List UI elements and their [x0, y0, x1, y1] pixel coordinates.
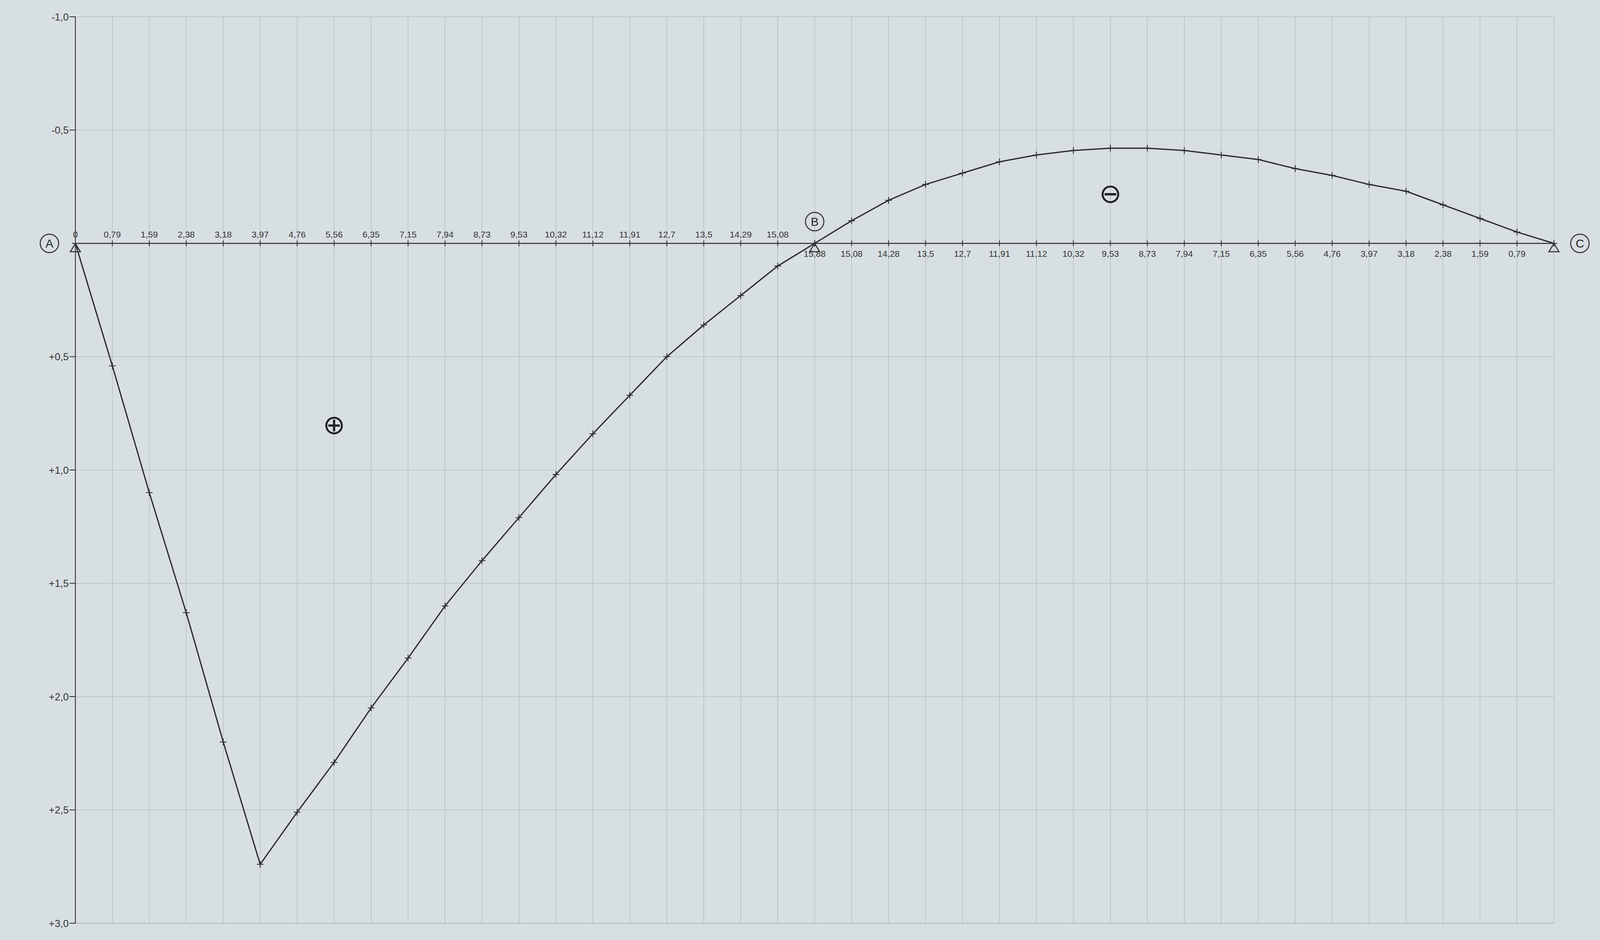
svg-text:6,35: 6,35 — [362, 229, 380, 240]
svg-text:⊕: ⊕ — [322, 409, 346, 441]
svg-text:5,56: 5,56 — [325, 229, 343, 240]
svg-text:8,73: 8,73 — [1138, 248, 1157, 259]
svg-text:9,53: 9,53 — [510, 229, 528, 240]
svg-text:0,79: 0,79 — [103, 229, 122, 240]
svg-text:10,32: 10,32 — [1062, 248, 1085, 259]
svg-text:0,79: 0,79 — [1508, 248, 1526, 259]
svg-text:⊖: ⊖ — [1099, 177, 1122, 209]
svg-text:15,88: 15,88 — [803, 248, 826, 259]
svg-text:15,08: 15,08 — [840, 248, 863, 259]
svg-text:3,18: 3,18 — [1397, 248, 1415, 259]
svg-text:7,94: 7,94 — [436, 229, 454, 240]
svg-text:+2,5: +2,5 — [48, 803, 69, 816]
svg-text:15,08: 15,08 — [766, 229, 789, 240]
svg-text:2,38: 2,38 — [1434, 248, 1452, 259]
svg-text:13,5: 13,5 — [917, 248, 935, 259]
svg-text:12,7: 12,7 — [658, 229, 676, 240]
svg-text:+3,0: +3,0 — [48, 917, 69, 929]
svg-text:10,32: 10,32 — [544, 229, 567, 240]
svg-text:6,35: 6,35 — [1249, 248, 1267, 259]
svg-text:14,28: 14,28 — [877, 248, 900, 259]
svg-text:B: B — [810, 215, 819, 229]
svg-text:+1,5: +1,5 — [48, 577, 69, 589]
svg-text:11,12: 11,12 — [1025, 248, 1048, 259]
svg-text:9,53: 9,53 — [1101, 248, 1119, 259]
svg-text:11,91: 11,91 — [988, 248, 1010, 259]
svg-text:+0,5: +0,5 — [48, 350, 69, 363]
svg-text:4,76: 4,76 — [288, 229, 306, 240]
svg-text:14,29: 14,29 — [729, 229, 753, 240]
svg-text:1,59: 1,59 — [1471, 248, 1489, 259]
svg-text:3,97: 3,97 — [1360, 248, 1378, 259]
svg-text:A: A — [45, 237, 54, 250]
svg-text:7,94: 7,94 — [1175, 248, 1193, 259]
svg-text:+2,0: +2,0 — [48, 690, 69, 703]
svg-text:+1,0: +1,0 — [48, 464, 69, 476]
svg-text:C: C — [1575, 237, 1585, 250]
svg-text:-1,0: -1,0 — [51, 11, 69, 23]
svg-text:-0,5: -0,5 — [51, 124, 69, 136]
svg-text:3,18: 3,18 — [214, 229, 232, 240]
svg-text:8,73: 8,73 — [473, 229, 491, 240]
svg-text:2,38: 2,38 — [177, 229, 195, 240]
svg-text:0: 0 — [72, 229, 78, 240]
svg-text:7,15: 7,15 — [1212, 248, 1230, 259]
svg-text:3,97: 3,97 — [251, 229, 269, 240]
svg-text:1,59: 1,59 — [140, 229, 158, 240]
svg-text:12,7: 12,7 — [953, 248, 972, 259]
svg-text:11,91: 11,91 — [619, 229, 641, 240]
svg-text:4,76: 4,76 — [1323, 248, 1341, 259]
svg-text:13,5: 13,5 — [695, 229, 713, 240]
svg-text:5,56: 5,56 — [1286, 248, 1304, 259]
svg-text:11,12: 11,12 — [582, 229, 604, 240]
svg-text:7,15: 7,15 — [399, 229, 417, 240]
